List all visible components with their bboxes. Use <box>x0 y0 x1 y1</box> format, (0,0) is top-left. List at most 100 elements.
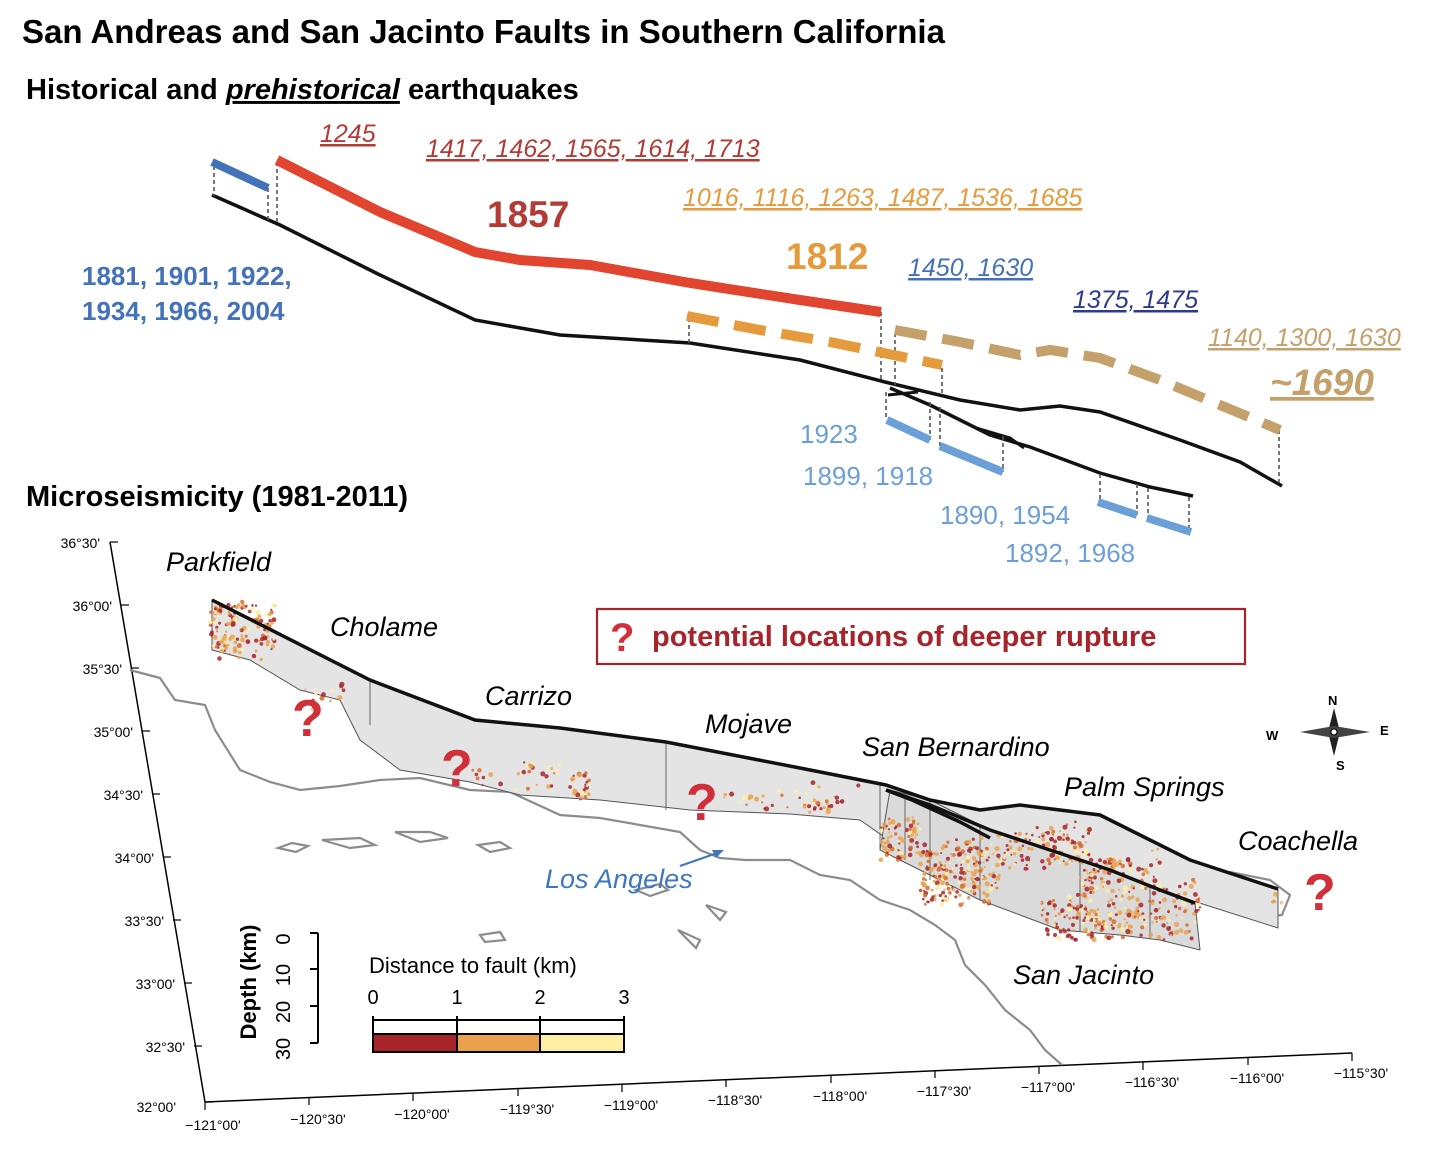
seismic-event-dot <box>557 763 562 768</box>
question-mark-carrizo: ? <box>441 740 473 798</box>
seismic-event-dot <box>804 791 809 796</box>
seismic-event-dot <box>944 895 947 898</box>
seismic-event-dot <box>232 646 238 651</box>
seismic-event-dot <box>583 795 588 799</box>
seismic-event-dot <box>570 776 576 782</box>
seismic-event-dot <box>1084 905 1087 908</box>
seismic-event-dot <box>1183 930 1189 935</box>
seismic-event-dot <box>271 603 276 608</box>
seismic-event-dot <box>257 639 261 643</box>
seismic-event-dot <box>944 871 949 876</box>
seismic-event-dot <box>973 862 976 865</box>
seismic-event-dot <box>1031 833 1034 837</box>
seismic-event-dot <box>887 828 891 831</box>
seismic-event-dot <box>908 827 912 831</box>
seismic-event-dot <box>310 701 313 704</box>
seismic-event-dot <box>1070 900 1073 903</box>
seismic-event-dot <box>1076 912 1081 917</box>
seismic-event-dot <box>1152 875 1155 878</box>
seismic-event-dot <box>949 852 953 856</box>
seismic-event-dot <box>575 792 581 798</box>
seismic-event-dot <box>1103 924 1109 930</box>
seismic-event-dot <box>1140 884 1145 890</box>
seismic-event-dot <box>1083 927 1088 932</box>
seismic-event-dot <box>1114 895 1118 898</box>
seismic-event-dot <box>1162 938 1166 941</box>
seismic-event-dot <box>994 845 1000 852</box>
seismic-event-dot <box>938 874 942 878</box>
seismic-event-dot <box>270 648 273 651</box>
seismic-event-dot <box>1171 930 1174 933</box>
seismic-event-dot <box>879 828 884 834</box>
lon-tick-marks <box>204 1053 1353 1110</box>
seismic-event-dot <box>1117 910 1123 916</box>
san-jacinto-trace <box>889 386 1194 498</box>
seismic-event-dot <box>1177 906 1182 911</box>
seismic-event-dot <box>240 637 246 643</box>
seismic-event-dot <box>1127 924 1132 929</box>
seismic-event-dot <box>1052 845 1057 851</box>
seismic-event-dot <box>233 640 238 645</box>
seismic-event-dot <box>254 604 258 607</box>
seismic-event-dot <box>587 778 591 783</box>
lat-tick-labels: 36°30' 36°00' 35°30' 35°00' 34°30' 34°00… <box>61 535 185 1115</box>
seismic-event-dot <box>1045 830 1051 835</box>
seismic-event-dot <box>1195 898 1200 903</box>
seismic-event-dot <box>945 882 950 886</box>
seismic-event-dot <box>764 806 770 812</box>
seismic-event-dot <box>922 842 928 848</box>
seismic-event-dot <box>834 795 839 800</box>
seismic-event-dot <box>1089 872 1095 878</box>
seismic-event-dot <box>1046 921 1049 925</box>
seismic-event-dot <box>300 703 304 707</box>
seismic-event-dot <box>729 791 735 797</box>
seismic-event-dot <box>214 645 218 649</box>
seismic-event-dot <box>1087 930 1091 934</box>
seismic-event-dot <box>983 866 986 869</box>
distance-swatch-0-1 <box>373 1034 457 1052</box>
seismic-event-dot <box>1105 880 1111 885</box>
seismic-event-dot <box>516 772 520 776</box>
seismic-event-dot <box>528 764 534 769</box>
seismic-event-dot <box>1058 929 1063 934</box>
lon-tick-label: −121°00' <box>185 1117 240 1133</box>
rupture-parkfield <box>210 158 270 192</box>
seismic-event-dot <box>244 634 248 638</box>
seismic-event-dot <box>840 800 843 803</box>
seismic-event-dot <box>1119 898 1123 902</box>
compass-w: W <box>1266 728 1279 743</box>
seismic-event-dot <box>1152 878 1158 884</box>
seismic-event-dot <box>1108 912 1113 917</box>
rupture-1899 <box>938 442 1005 476</box>
seismic-event-dot <box>1088 886 1094 891</box>
seismic-event-dot <box>265 639 271 645</box>
seismic-event-dot <box>944 860 947 863</box>
seismic-event-dot <box>224 640 228 645</box>
los-angeles-arrowhead <box>712 850 724 858</box>
seismic-event-dot <box>212 634 218 640</box>
seismic-event-dot <box>1058 830 1062 833</box>
seismic-event-dot <box>1050 852 1056 858</box>
seismic-event-dot <box>824 799 829 804</box>
seismic-event-dot <box>908 823 914 829</box>
seismic-event-dot <box>1150 912 1153 915</box>
seismic-event-dot <box>1081 835 1085 839</box>
seismic-event-dot <box>314 692 318 696</box>
seismic-event-dot <box>1166 922 1169 924</box>
seismic-event-dot <box>240 634 244 638</box>
seismic-event-dot <box>1195 921 1198 924</box>
depth-axis: 0 10 20 30 Depth (km) <box>236 925 319 1060</box>
seismic-event-dot <box>963 841 967 845</box>
seismic-event-dot <box>1193 892 1198 897</box>
seismic-event-dot <box>1065 914 1069 917</box>
seismic-event-dot <box>1096 908 1100 911</box>
seismic-event-dot <box>941 899 944 902</box>
seismic-event-dot <box>933 875 938 879</box>
seismic-event-dot <box>936 877 942 882</box>
seismic-event-dot <box>988 873 991 876</box>
seismic-event-dot <box>1126 908 1132 914</box>
seismic-event-dot <box>1028 838 1032 842</box>
seismic-event-dot <box>1125 921 1129 924</box>
seismic-event-dot <box>879 840 884 845</box>
seismic-event-dot <box>1046 932 1050 937</box>
